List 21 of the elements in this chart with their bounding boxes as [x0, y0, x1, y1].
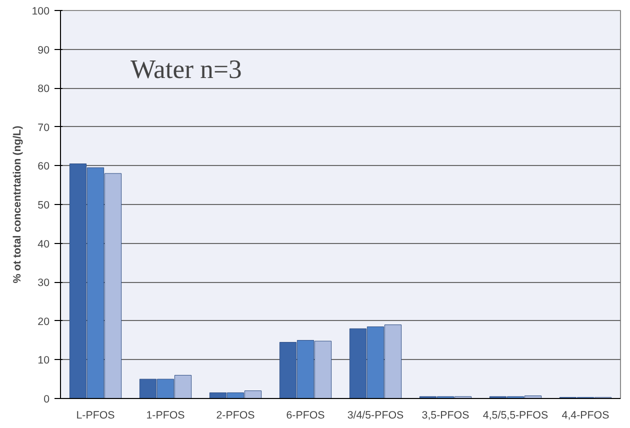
x-tick-label: 4,4-PFOS [562, 410, 610, 422]
annotation: Water n=3 [130, 54, 242, 84]
y-tick-label: 60 [38, 160, 50, 173]
y-tick-label: 50 [38, 200, 50, 212]
x-tick-label: L-PFOS [76, 410, 115, 422]
x-tick-label: 3,5-PFOS [422, 410, 470, 422]
x-tick-label: 4,5/5,5-PFOS [482, 410, 548, 422]
y-tick-label: 80 [38, 83, 50, 96]
x-tick-label: 2-PFOS [216, 410, 255, 422]
y-tick-label: 100 [32, 6, 50, 18]
x-tick-label: 6-PFOS [286, 410, 325, 422]
y-tick-label: 30 [38, 277, 50, 290]
y-tick-label: 0 [44, 394, 50, 406]
y-tick-label: 10 [38, 354, 50, 367]
y-tick-label: 90 [38, 44, 50, 56]
x-tick-label: 3/4/5-PFOS [347, 410, 404, 422]
y-tick-label: 20 [38, 316, 50, 328]
y-tick-label: 70 [38, 122, 50, 134]
y-tick-label: 40 [38, 238, 50, 250]
y-axis-title: % ot total concentrtation (ng/L) [12, 125, 24, 284]
x-tick-label: 1-PFOS [146, 410, 185, 422]
